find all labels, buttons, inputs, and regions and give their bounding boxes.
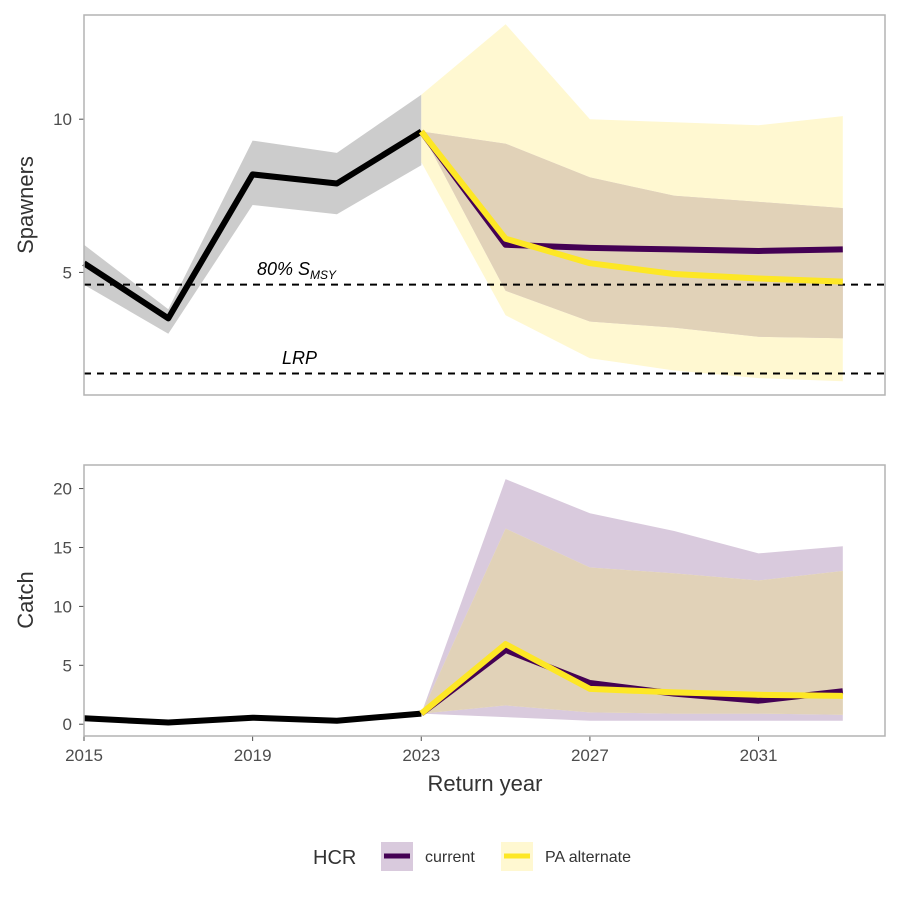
spawners-panel: 5 10 80% SMSY LRP Spawners [13,14,886,396]
spawners-y-tick-label: 10 [53,110,72,129]
catch-y-tick-label: 20 [53,480,72,499]
ref-label-lrp: LRP [282,348,317,368]
legend-label-current: current [425,849,475,866]
catch-y-tick-label: 0 [63,715,72,734]
ref-label-smsy: 80% SMSY [257,259,337,282]
spawners-historical-band [84,94,422,334]
x-tick-label: 2031 [740,746,778,765]
spawners-y-axis-title: Spawners [13,156,38,254]
legend: HCR current PA alternate [313,842,631,871]
x-axis-title: Return year [428,771,543,796]
catch-pa-alternate-line [419,641,843,716]
catch-y-axis-title: Catch [13,571,38,628]
catch-panel-border [83,464,886,737]
spawners-y-tick-label: 5 [63,263,72,282]
legend-label-pa-alternate: PA alternate [545,849,631,866]
catch-band-overlap [421,528,843,715]
legend-title: HCR [313,847,356,869]
spawners-historical-line [82,128,423,322]
spawners-pa-alternate-line [418,129,843,285]
spawners-current-line [418,129,843,254]
catch-y-tick-label: 5 [63,656,72,675]
catch-panel: 0 5 10 15 20 2015 2019 2023 2027 2031 Catch Retu… [13,464,886,796]
x-tick-label: 2027 [571,746,609,765]
x-tick-label: 2019 [234,746,272,765]
x-tick-label: 2023 [402,746,440,765]
catch-y-tick-label: 10 [53,597,72,616]
spawners-band-overlap [421,131,843,339]
catch-y-tick-label: 15 [53,538,72,557]
catch-historical-line [83,710,422,726]
spawners-panel-border [83,14,886,396]
x-tick-label: 2015 [65,746,103,765]
